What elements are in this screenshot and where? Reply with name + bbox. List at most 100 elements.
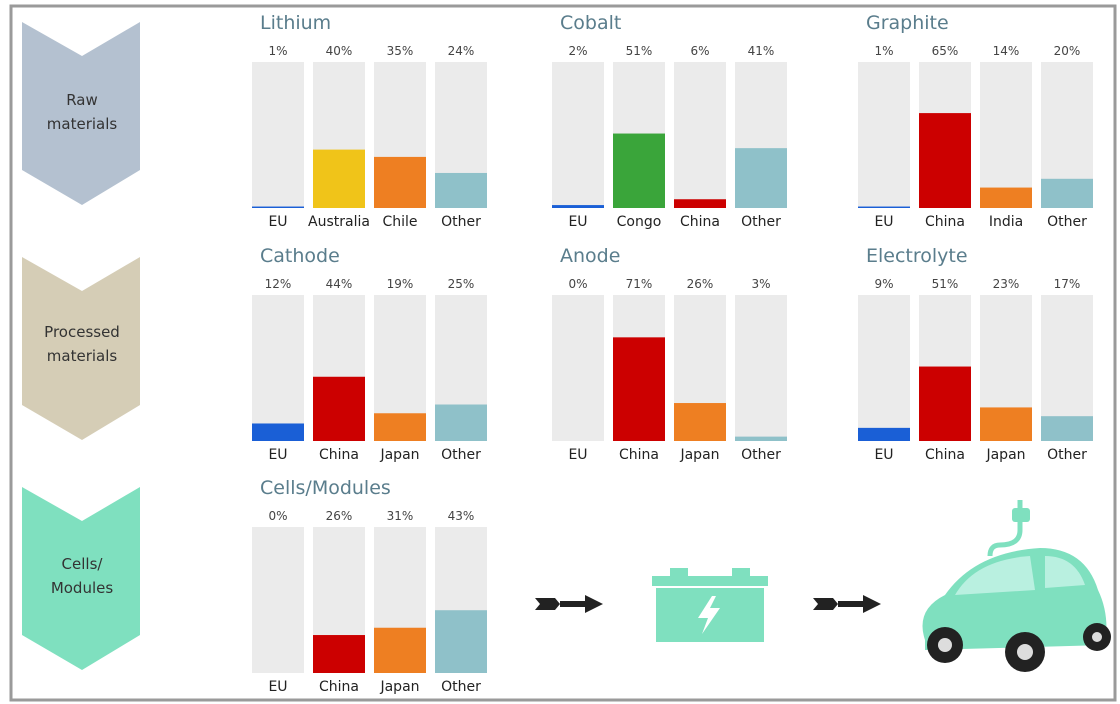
category-label: Other [741,447,781,463]
value-label: 43% [448,509,475,523]
bar-track [674,62,726,208]
value-label: 35% [387,44,414,58]
chart-title: Cells/Modules [260,477,391,499]
chart-title: Cathode [260,245,340,267]
category-label: Japan [379,679,419,695]
bar [1041,416,1093,441]
bar [374,413,426,441]
value-label: 1% [874,44,893,58]
value-label: 23% [993,277,1020,291]
bar-track [735,295,787,441]
bar [735,148,787,208]
bar [735,436,787,441]
category-label: Other [1047,447,1087,463]
stage-label: Raw materials [47,91,118,133]
category-label: EU [568,214,587,230]
chart-title: Electrolyte [866,245,968,267]
value-label: 31% [387,509,414,523]
bar [1041,178,1093,208]
value-label: 40% [326,44,353,58]
bar-track [252,527,304,673]
category-label: India [989,214,1023,230]
value-label: 0% [568,277,587,291]
category-label: EU [268,679,287,695]
value-label: 19% [387,277,414,291]
value-label: 6% [690,44,709,58]
bar-track [252,295,304,441]
category-label: China [619,447,659,463]
bar [919,113,971,208]
value-label: 51% [932,277,959,291]
bar-track [858,295,910,441]
bar-track [552,62,604,208]
bar [252,206,304,208]
category-label: Japan [985,447,1025,463]
chart-title: Lithium [260,12,331,34]
value-label: 44% [326,277,353,291]
bar [435,610,487,673]
value-label: 17% [1054,277,1081,291]
category-label: Other [441,447,481,463]
value-label: 24% [448,44,475,58]
chart-title: Anode [560,245,620,267]
bar [980,407,1032,441]
value-label: 25% [448,277,475,291]
bar [252,423,304,441]
bar [919,366,971,441]
bar [435,172,487,208]
stage-chevron [22,22,140,205]
bar [435,404,487,441]
car-icon [922,500,1111,672]
bar [858,427,910,441]
bar [374,627,426,673]
stage-chevron [22,487,140,670]
bar [374,156,426,208]
category-label: Congo [617,214,662,230]
category-label: Japan [379,447,419,463]
value-label: 51% [626,44,653,58]
stage-chevron [22,257,140,440]
value-label: 26% [326,509,353,523]
value-label: 20% [1054,44,1081,58]
bar [552,205,604,208]
bar [674,403,726,441]
bar [313,635,365,673]
value-label: 41% [748,44,775,58]
value-label: 14% [993,44,1020,58]
category-label: EU [568,447,587,463]
bar-track [552,295,604,441]
value-label: 26% [687,277,714,291]
category-label: EU [268,214,287,230]
stage-label: Processed materials [44,323,120,365]
category-label: Japan [679,447,719,463]
value-label: 12% [265,277,292,291]
bar [613,133,665,208]
bar [313,149,365,208]
value-label: 65% [932,44,959,58]
value-label: 71% [626,277,653,291]
category-label: Other [441,679,481,695]
bar-track [980,62,1032,208]
category-label: Australia [308,214,370,230]
value-label: 9% [874,277,893,291]
category-label: China [925,447,965,463]
category-label: EU [874,447,893,463]
stage-label: Cells/Modules [51,555,114,597]
category-label: EU [268,447,287,463]
bar-track [858,62,910,208]
bar [313,376,365,441]
bar [980,187,1032,208]
bar [674,199,726,208]
category-label: Other [441,214,481,230]
bar-track [252,62,304,208]
flow-arrow [535,595,881,613]
category-label: Chile [382,214,417,230]
category-label: Other [741,214,781,230]
chart-title: Graphite [866,12,949,34]
bar [858,206,910,208]
category-label: China [925,214,965,230]
category-label: Other [1047,214,1087,230]
category-label: China [680,214,720,230]
chart-title: Cobalt [560,12,621,34]
